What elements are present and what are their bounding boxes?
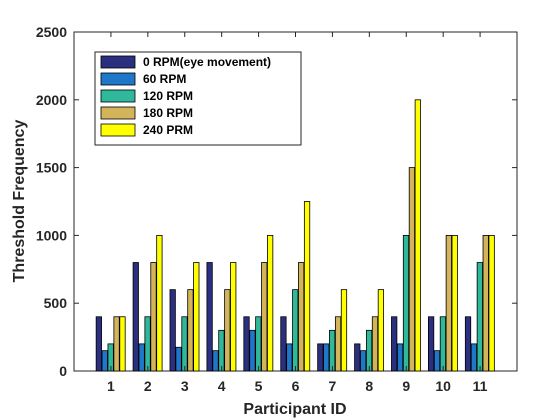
- bar-p5-s4: [261, 262, 268, 372]
- bar-p7-s1: [317, 343, 324, 372]
- legend-label: 180 RPM: [143, 106, 193, 120]
- legend-swatch: [100, 106, 136, 120]
- y-tick-label: 0: [59, 363, 67, 379]
- x-tick-label: 6: [292, 378, 300, 394]
- x-tick-label: 7: [329, 378, 337, 394]
- legend-swatch: [100, 72, 136, 86]
- bar-p1-s2: [101, 350, 108, 372]
- bar-p8-s2: [360, 350, 367, 372]
- x-tick-label: 8: [365, 378, 373, 394]
- bar-p7-s4: [334, 316, 342, 372]
- x-tick-label: 4: [218, 378, 226, 394]
- x-tick-label: 11: [473, 378, 488, 394]
- y-tick-label: 1500: [36, 160, 67, 176]
- y-tick-label: 1000: [36, 227, 67, 243]
- bar-p2-s5: [156, 234, 163, 372]
- bar-p6-s4: [298, 262, 305, 372]
- bar-p6-s1: [280, 316, 287, 372]
- y-tick-label: 2500: [36, 24, 67, 40]
- bar-p4-s1: [206, 262, 213, 372]
- bar-p2-s3: [144, 316, 151, 372]
- bar-p8-s1: [354, 343, 361, 372]
- bar-p8-s3: [365, 329, 373, 372]
- bar-p4-s3: [218, 329, 225, 372]
- y-axis-ticks: 0 500 1000 1500 2000 2500: [36, 24, 517, 379]
- x-tick-label: 10: [435, 378, 451, 394]
- bar-p2-s4: [150, 262, 157, 372]
- legend-label: 240 PRM: [143, 123, 193, 137]
- legend-label: 120 RPM: [143, 89, 193, 103]
- legend-swatch: [100, 89, 136, 103]
- bar-p10-s5: [451, 234, 458, 372]
- bar-p10-s1: [427, 316, 435, 372]
- legend-label: 60 RPM: [143, 72, 186, 86]
- bar-p3-s2: [175, 346, 182, 372]
- x-tick-label: 9: [402, 378, 410, 394]
- bar-p8-s4: [371, 316, 379, 372]
- bar-p11-s1: [464, 316, 472, 372]
- x-tick-label: 2: [144, 378, 152, 394]
- x-tick-label: 3: [181, 378, 189, 394]
- bar-p1-s1: [95, 316, 102, 372]
- bar-p10-s2: [433, 350, 441, 372]
- bar-p6-s3: [292, 289, 299, 372]
- bar-p6-s2: [286, 343, 293, 372]
- bar-p5-s3: [255, 316, 262, 372]
- y-tick-label: 500: [44, 295, 68, 311]
- bar-p7-s5: [340, 289, 348, 372]
- bar-p3-s4: [187, 289, 194, 372]
- bar-p10-s4: [445, 234, 452, 372]
- bar-p5-s2: [249, 329, 256, 372]
- y-axis-label: Threshold Frequency: [11, 120, 28, 283]
- legend-swatch: [100, 123, 136, 137]
- bar-p2-s2: [138, 343, 145, 372]
- bar-p7-s3: [329, 329, 336, 372]
- bar-p3-s1: [169, 289, 176, 372]
- bar-p4-s5: [230, 262, 237, 372]
- bar-p10-s3: [439, 316, 447, 372]
- legend-label: 0 RPM(eye movement): [143, 55, 271, 69]
- bar-p5-s1: [243, 316, 250, 372]
- bar-p2-s1: [132, 262, 139, 372]
- x-tick-label: 5: [255, 378, 263, 394]
- bar-p9-s3: [402, 234, 410, 372]
- bar-p7-s2: [323, 343, 330, 372]
- bar-p11-s5: [488, 234, 495, 372]
- bar-p9-s1: [391, 316, 398, 372]
- legend: 0 RPM(eye movement) 60 RPM 120 RPM 180 RPM 2…: [94, 51, 302, 146]
- bar-p4-s2: [212, 350, 219, 372]
- bar-p4-s4: [224, 289, 231, 372]
- legend-swatch: [100, 55, 136, 69]
- bar-p11-s4: [482, 234, 489, 372]
- x-axis-label: Participant ID: [243, 401, 346, 418]
- bar-p1-s5: [119, 316, 126, 372]
- bar-p3-s3: [181, 316, 188, 372]
- bar-p3-s5: [193, 262, 200, 372]
- bar-p9-s5: [414, 99, 421, 372]
- x-tick-label: 1: [107, 378, 115, 394]
- bar-p9-s4: [408, 167, 416, 372]
- y-tick-label: 2000: [36, 92, 67, 108]
- bar-p11-s3: [476, 262, 483, 372]
- bar-p1-s4: [113, 316, 120, 372]
- bars-layer: [95, 99, 495, 372]
- bar-p9-s2: [396, 343, 404, 372]
- bar-p5-s5: [267, 234, 274, 372]
- x-axis-ticks: 1 2 3 4 5 6 7 8 9 10 11: [107, 32, 488, 394]
- bar-p11-s2: [470, 343, 478, 372]
- bar-p8-s5: [377, 289, 385, 372]
- bar-p6-s5: [303, 201, 311, 372]
